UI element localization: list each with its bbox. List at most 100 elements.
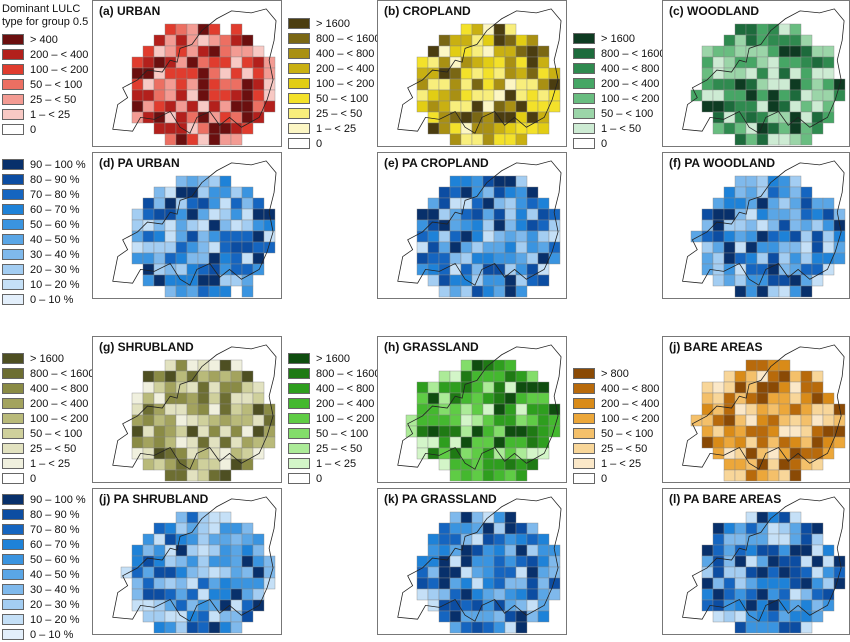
grid-cell: [734, 285, 747, 298]
grid-cell: [219, 252, 232, 265]
grid-cell: [723, 208, 736, 221]
grid-cell: [778, 208, 791, 221]
grid-cell: [734, 56, 747, 69]
grid-cell: [800, 197, 813, 210]
grid-cell: [230, 208, 243, 221]
grid-cell: [789, 78, 802, 91]
legend-urban: Dominant LULC type for group 0.5 > 400 20…: [2, 3, 90, 137]
grid-cell: [449, 219, 462, 232]
grid-cell: [241, 89, 254, 102]
grid-cell: [493, 392, 506, 405]
grid-cell: [471, 588, 484, 601]
grid-cell: [734, 588, 747, 601]
legend-entry: 20 – 30 %: [2, 597, 90, 612]
grid-cell: [701, 414, 714, 427]
grid-cell: [526, 544, 539, 557]
grid-cell: [756, 23, 769, 36]
map-grid: [397, 344, 562, 482]
grid-cell: [153, 403, 166, 416]
grid-cell: [482, 370, 495, 383]
grid-cell: [778, 621, 791, 634]
grid-cell: [438, 436, 451, 449]
legend-entry: 50 – < 100: [573, 426, 661, 441]
grid-cell: [230, 122, 243, 135]
grid-cell: [800, 577, 813, 590]
grid-cell: [230, 23, 243, 36]
grid-cell: [438, 252, 451, 265]
grid-cell: [701, 241, 714, 254]
grid-cell: [241, 252, 254, 265]
legend-swatch: [288, 473, 310, 484]
grid-cell: [416, 425, 429, 438]
grid-cell: [438, 34, 451, 47]
grid-cell: [493, 274, 506, 287]
grid-cell: [504, 381, 517, 394]
grid-cell: [778, 414, 791, 427]
legend-swatch: [2, 584, 24, 595]
grid-cell: [504, 403, 517, 416]
grid-cell: [471, 241, 484, 254]
grid-cell: [548, 78, 561, 91]
map-panel-pa-shrubland: (j) PA SHRUBLAND: [92, 488, 282, 635]
grid-cell: [131, 78, 144, 91]
legend-entry: 90 – 100 %: [2, 157, 90, 172]
grid-cell: [504, 555, 517, 568]
grid-cell: [493, 381, 506, 394]
grid-cell: [438, 425, 451, 438]
grid-cell: [208, 274, 221, 287]
grid-cell: [482, 447, 495, 460]
grid-cell: [734, 544, 747, 557]
grid-cell: [712, 414, 725, 427]
grid-cell: [767, 370, 780, 383]
grid-cell: [745, 263, 758, 276]
legend-entry: 30 – 40 %: [2, 247, 90, 262]
grid-cell: [778, 89, 791, 102]
grid-cell: [460, 425, 473, 438]
grid-cell: [471, 533, 484, 546]
grid-cell: [438, 219, 451, 232]
legend-swatch: [288, 383, 310, 394]
grid-cell: [723, 533, 736, 546]
grid-cell: [723, 78, 736, 91]
grid-cell: [800, 208, 813, 221]
legend-label: 400 – < 800: [601, 62, 660, 75]
grid-cell: [230, 458, 243, 471]
legend-swatch: [2, 383, 24, 394]
legend-entry: 50 – 60 %: [2, 217, 90, 232]
legend-label: 80 – 90 %: [30, 508, 80, 521]
grid-cell: [186, 197, 199, 210]
grid-cell: [197, 392, 210, 405]
grid-cell: [471, 263, 484, 276]
grid-cell: [460, 511, 473, 524]
grid-cell: [712, 122, 725, 135]
grid-cell: [822, 263, 835, 276]
grid-cell: [701, 219, 714, 232]
grid-cell: [811, 555, 824, 568]
grid-cell: [734, 219, 747, 232]
grid-cell: [548, 555, 561, 568]
grid-cell: [471, 555, 484, 568]
grid-cell: [537, 230, 550, 243]
grid-cell: [493, 208, 506, 221]
legend-entry: 0: [288, 471, 376, 486]
grid-cell: [131, 414, 144, 427]
grid-cell: [471, 599, 484, 612]
legend-label: 50 – < 100: [30, 78, 83, 91]
grid-cell: [493, 133, 506, 146]
legend-swatch: [288, 48, 310, 59]
grid-cell: [504, 122, 517, 135]
grid-cell: [449, 274, 462, 287]
grid-cell: [142, 56, 155, 69]
grid-cell: [723, 370, 736, 383]
grid-cell: [142, 436, 155, 449]
grid-cell: [767, 522, 780, 535]
grid-cell: [712, 241, 725, 254]
grid-cell: [504, 359, 517, 372]
grid-cell: [745, 588, 758, 601]
grid-cell: [493, 175, 506, 188]
legend-entry: > 1600: [288, 16, 376, 31]
grid-cell: [526, 610, 539, 623]
grid-cell: [449, 45, 462, 58]
grid-cell: [460, 23, 473, 36]
grid-cell: [175, 414, 188, 427]
